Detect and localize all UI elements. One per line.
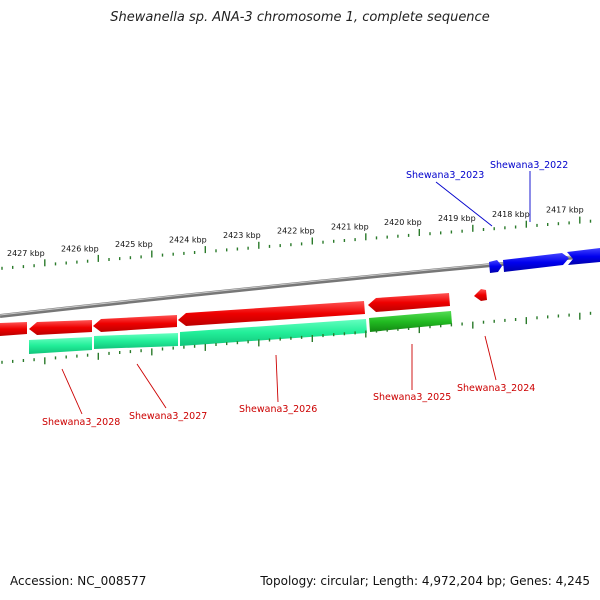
callout-line-2023 [435,181,493,227]
tick-label: 2426 kbp [61,244,99,253]
gene-next-forward-arrow[interactable] [567,248,600,265]
forward-strand-genes [489,248,600,273]
feature-shewana3-2026-teal[interactable] [180,319,367,346]
gene-labels: Shewana3_2022 Shewana3_2023 Shewana3_202… [42,160,568,428]
gene-label-2024[interactable]: Shewana3_2024 [457,383,535,394]
gene-shewana3-2024-arrow[interactable] [474,289,487,301]
accession-text: Accession: NC_008577 [10,574,147,588]
tick-label: 2417 kbp [546,206,584,215]
callout-line-2024 [484,335,497,381]
gene-shewana3-2027-arrow[interactable] [93,315,177,332]
gene-shewana3-2025-arrow[interactable] [368,293,450,312]
gene-prev-reverse-arrow[interactable] [0,322,27,336]
callout-line-2028 [61,368,83,415]
gene-label-2027[interactable]: Shewana3_2027 [129,411,207,422]
callout-line-2027 [136,363,167,409]
gene-shewana3-2026-arrow[interactable] [178,301,365,326]
tick-labels: 2427 kbp 2426 kbp 2425 kbp 2424 kbp 2423 kbp… [7,206,584,258]
gene-label-2025[interactable]: Shewana3_2025 [373,392,451,403]
gene-shewana3-2023-arrow[interactable] [489,260,502,273]
map-title: Shewanella sp. ANA-3 chromosome 1, compl… [110,10,490,25]
tick-label: 2423 kbp [223,231,261,240]
tick-label: 2419 kbp [438,214,476,223]
feature-shewana3-2027-teal[interactable] [94,333,178,349]
gene-label-2022[interactable]: Shewana3_2022 [490,160,568,171]
feature-shewana3-2025-green[interactable] [369,311,452,332]
tick-label: 2427 kbp [7,249,45,258]
gene-shewana3-2022-arrow[interactable] [503,253,569,272]
tick-label: 2418 kbp [492,210,530,219]
gene-label-2023[interactable]: Shewana3_2023 [406,170,484,181]
feature-shewana3-2028-teal[interactable] [29,337,92,354]
tick-label: 2422 kbp [277,227,315,236]
gene-shewana3-2028-arrow[interactable] [29,320,92,335]
gene-label-2028[interactable]: Shewana3_2028 [42,417,120,428]
callout-line-2026 [275,354,279,403]
gene-callouts [61,171,531,415]
genome-summary-text: Topology: circular; Length: 4,972,204 bp… [260,574,590,588]
tick-label: 2421 kbp [331,222,369,231]
tick-ring-outer [1,216,592,270]
reverse-strand-genes [0,289,487,336]
tick-label: 2420 kbp [384,218,422,227]
tick-ring-inner [1,311,592,365]
tick-label: 2425 kbp [115,240,153,249]
inner-feature-ring [29,311,452,354]
tick-label: 2424 kbp [169,235,207,244]
gene-label-2026[interactable]: Shewana3_2026 [239,404,317,415]
